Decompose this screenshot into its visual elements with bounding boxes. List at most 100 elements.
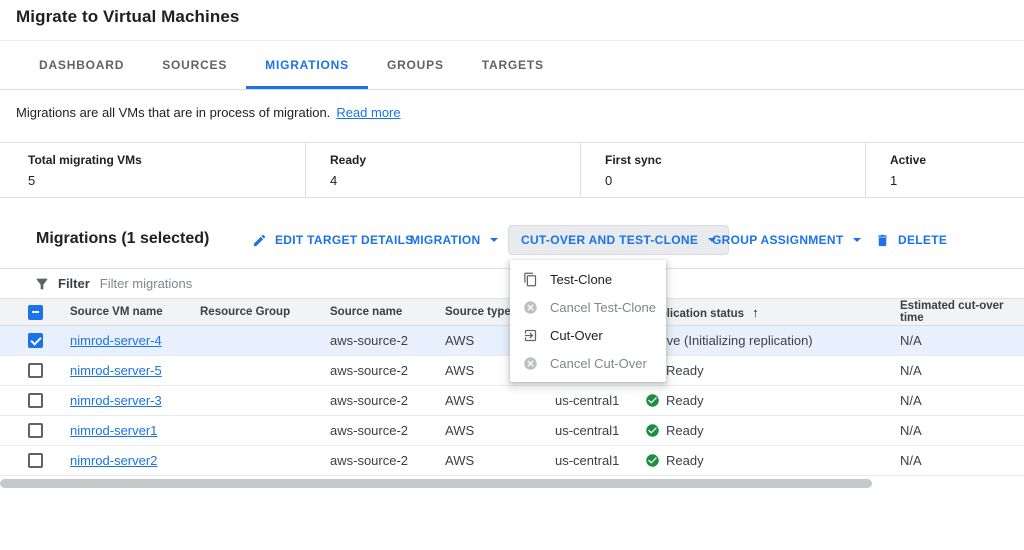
tab-migrations[interactable]: MIGRATIONS [246, 41, 368, 89]
column-source-vm-name[interactable]: Source VM name [70, 306, 163, 318]
zone-cell: us-central1 [555, 453, 620, 468]
vm-name-link[interactable]: nimrod-server2 [70, 453, 158, 468]
source-name-cell: aws-source-2 [330, 363, 409, 378]
filter-label: Filter [58, 276, 90, 291]
vm-name-link[interactable]: nimrod-server-3 [70, 393, 162, 408]
menu-item-test-clone[interactable]: Test-Clone [510, 265, 666, 293]
migration-label: MIGRATION [410, 233, 481, 247]
menu-item-cut-over[interactable]: Cut-Over [510, 321, 666, 349]
source-type-cell: AWS [445, 423, 475, 438]
stat-active: Active 1 [865, 143, 1024, 197]
edit-target-details-button[interactable]: EDIT TARGET DETAILS [252, 225, 414, 255]
tab-groups[interactable]: GROUPS [386, 58, 444, 72]
status-cell: Ready [645, 453, 900, 468]
table-row[interactable]: nimrod-server2 aws-source-2 AWS us-centr… [0, 446, 1024, 476]
menu-item-label: Cancel Cut-Over [550, 355, 647, 371]
menu-item-label: Cancel Test-Clone [550, 299, 656, 315]
migrations-section-title: Migrations (1 selected) [36, 230, 210, 247]
eta-cell: N/A [900, 363, 922, 378]
group-assignment-menu-button[interactable]: GROUP ASSIGNMENT [712, 225, 862, 255]
cut-over-icon [523, 328, 538, 343]
status-text: Ready [666, 453, 704, 468]
tab-sources[interactable]: SOURCES [162, 58, 228, 72]
column-source-type[interactable]: Source type [445, 306, 511, 318]
filter-funnel-icon [34, 276, 50, 292]
column-replication-status[interactable]: Replication status ↑ [645, 305, 900, 320]
source-name-cell: aws-source-2 [330, 453, 409, 468]
cancel-icon [523, 356, 538, 371]
eta-cell: N/A [900, 453, 922, 468]
column-estimated-cutover-time[interactable]: Estimated cut-over time [900, 300, 1004, 324]
status-cell: Ready [645, 363, 900, 378]
zone-cell: us-central1 [555, 423, 620, 438]
row-checkbox[interactable] [28, 423, 43, 438]
stat-label: Total migrating VMs [28, 153, 142, 167]
eta-cell: N/A [900, 423, 922, 438]
row-checkbox[interactable] [28, 333, 43, 348]
row-checkbox[interactable] [28, 453, 43, 468]
stat-value: 5 [28, 173, 36, 188]
sort-ascending-icon[interactable]: ↑ [752, 304, 759, 320]
delete-button[interactable]: DELETE [875, 225, 947, 255]
source-name-cell: aws-source-2 [330, 393, 409, 408]
cancel-icon [523, 300, 538, 315]
status-text: Ready [666, 363, 704, 378]
chevron-down-icon [708, 238, 717, 242]
eta-cell: N/A [900, 333, 922, 348]
intro-text-row: Migrations are all VMs that are in proce… [16, 105, 401, 120]
status-text: Active (Initializing replication) [645, 333, 813, 348]
migration-menu-button[interactable]: MIGRATION [410, 225, 499, 255]
row-checkbox[interactable] [28, 393, 43, 408]
stat-ready: Ready 4 [305, 143, 580, 197]
status-ready-icon [645, 423, 660, 438]
filter-input[interactable] [99, 276, 320, 291]
tab-targets[interactable]: TARGETS [481, 58, 544, 72]
chevron-down-icon [490, 238, 499, 242]
select-all-checkbox[interactable] [28, 304, 43, 320]
trash-icon [875, 233, 890, 248]
vm-name-link[interactable]: nimrod-server1 [70, 423, 158, 438]
source-name-cell: aws-source-2 [330, 423, 409, 438]
cutover-testclone-label: CUT-OVER AND TEST-CLONE [521, 233, 699, 247]
source-type-cell: AWS [445, 393, 475, 408]
chevron-down-icon [853, 238, 862, 242]
read-more-link[interactable]: Read more [336, 105, 401, 120]
stat-label: Ready [330, 153, 367, 167]
vm-name-link[interactable]: nimrod-server-4 [70, 333, 162, 348]
edit-target-details-label: EDIT TARGET DETAILS [275, 233, 414, 247]
status-cell: Active (Initializing replication) [645, 333, 900, 348]
delete-label: DELETE [898, 233, 948, 247]
pencil-icon [252, 233, 267, 248]
test-clone-icon [523, 272, 538, 287]
vm-name-link[interactable]: nimrod-server-5 [70, 363, 162, 378]
migrations-toolbar: Migrations (1 selected) EDIT TARGET DETA… [0, 212, 1024, 268]
scrollbar-thumb[interactable] [0, 479, 872, 488]
column-resource-group[interactable]: Resource Group [200, 306, 291, 318]
stat-first-sync: First sync 0 [580, 143, 865, 197]
table-row[interactable]: nimrod-server-3 aws-source-2 AWS us-cent… [0, 386, 1024, 416]
tab-dashboard[interactable]: DASHBOARD [39, 58, 125, 72]
source-type-cell: AWS [445, 333, 475, 348]
row-checkbox[interactable] [28, 363, 43, 378]
menu-item-cancel-cut-over: Cancel Cut-Over [510, 349, 666, 377]
table-row[interactable]: nimrod-server1 aws-source-2 AWS us-centr… [0, 416, 1024, 446]
tab-bar: DASHBOARD SOURCES MIGRATIONS GROUPS TARG… [0, 41, 1024, 90]
column-source-name[interactable]: Source name [330, 306, 403, 318]
cutover-testclone-menu-button[interactable]: CUT-OVER AND TEST-CLONE [508, 225, 730, 255]
intro-text: Migrations are all VMs that are in proce… [16, 105, 331, 120]
replication-status-label: Replication status [645, 307, 745, 320]
stats-strip: Total migrating VMs 5 Ready 4 First sync… [0, 142, 1024, 198]
horizontal-scrollbar[interactable] [0, 479, 1024, 488]
zone-cell: us-central1 [555, 393, 620, 408]
status-cell: Ready [645, 423, 900, 438]
source-name-cell: aws-source-2 [330, 333, 409, 348]
eta-cell: N/A [900, 393, 922, 408]
stat-value: 0 [605, 173, 613, 188]
menu-item-cancel-test-clone: Cancel Test-Clone [510, 293, 666, 321]
source-type-cell: AWS [445, 363, 475, 378]
menu-item-label: Cut-Over [550, 327, 603, 343]
status-ready-icon [645, 393, 660, 408]
menu-item-label: Test-Clone [550, 271, 613, 287]
group-assignment-label: GROUP ASSIGNMENT [712, 233, 844, 247]
